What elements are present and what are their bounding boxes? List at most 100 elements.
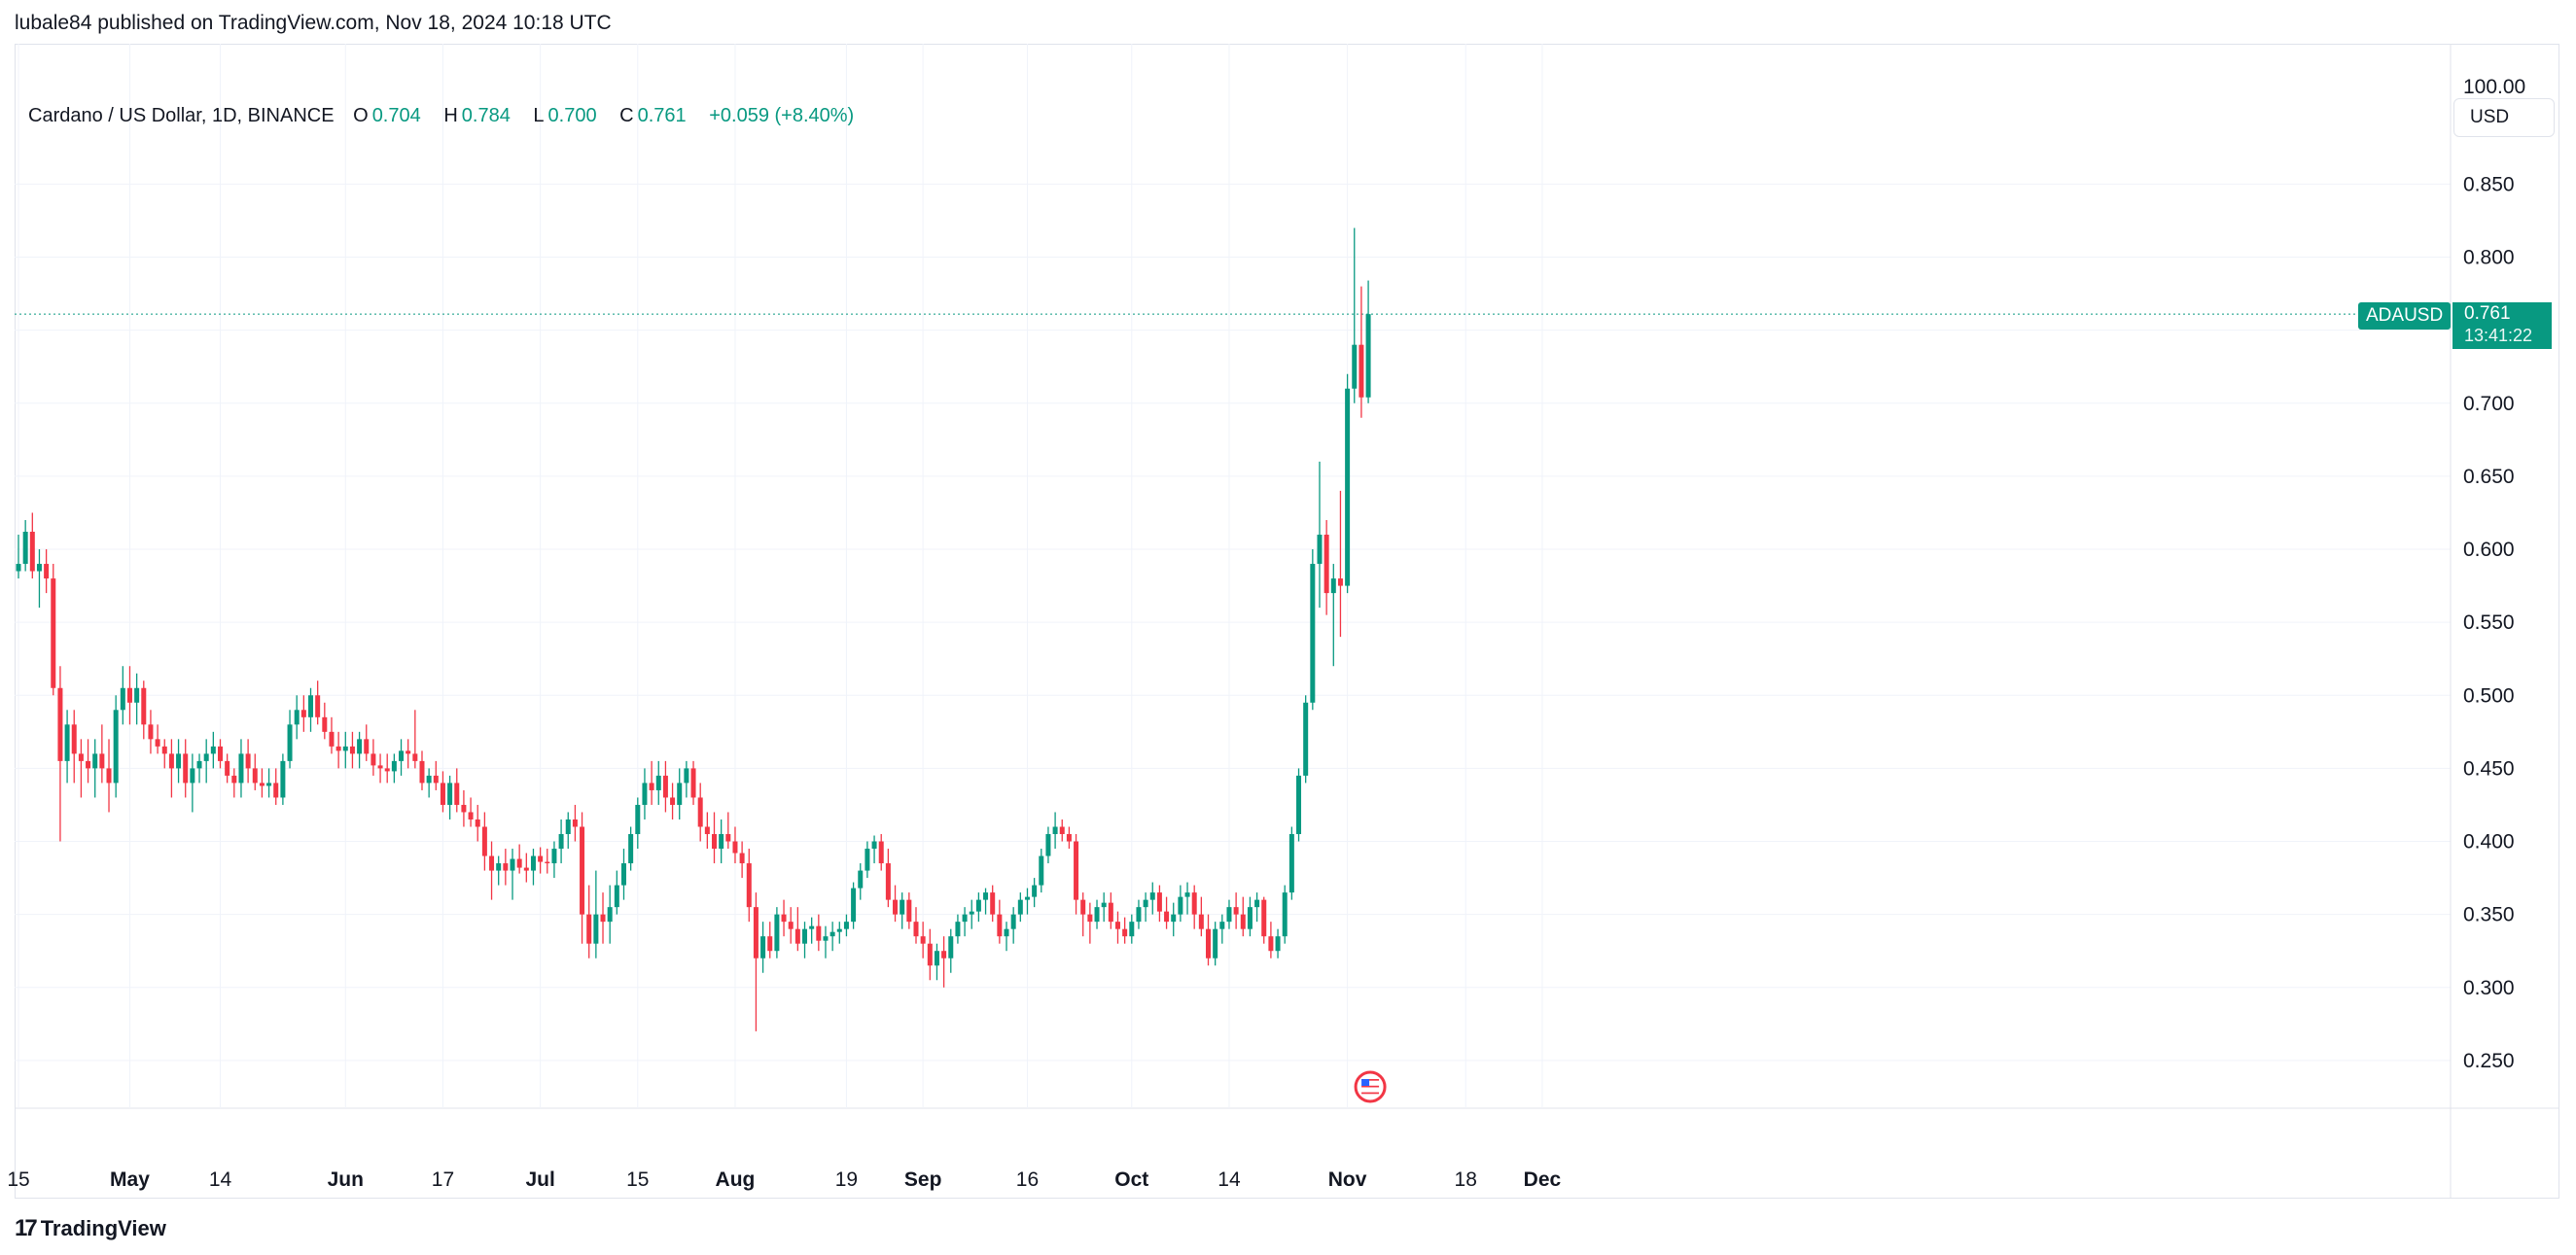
candle-body (1323, 535, 1329, 594)
candle-body (712, 834, 717, 850)
last-price-value: 0.761 (2464, 303, 2511, 324)
candle-body (266, 783, 272, 786)
candle-body (1122, 928, 1128, 937)
candle-body (600, 914, 606, 923)
y-tick-label: 0.600 (2463, 539, 2515, 561)
candle-body (732, 841, 738, 854)
candle-body (1178, 896, 1183, 915)
candle-body (1268, 936, 1274, 952)
y-tick-label: 0.400 (2463, 831, 2515, 854)
candle-body (655, 775, 661, 790)
candle-body (1059, 826, 1065, 835)
candle-body (1254, 899, 1260, 908)
candle-body (134, 687, 140, 703)
candle-body (496, 863, 502, 871)
candle-body (614, 885, 619, 908)
candle-body (774, 914, 780, 952)
y-tick-label: 0.700 (2463, 393, 2515, 415)
candle-body (1010, 914, 1016, 929)
candle-body (607, 907, 613, 923)
candle-body (217, 746, 223, 761)
candle-body (503, 863, 509, 871)
candle-body (753, 907, 759, 959)
legend-title: Cardano / US Dollar, 1D, BINANCE (28, 105, 335, 126)
y-tick-label: 0.350 (2463, 904, 2515, 926)
candle-body (927, 943, 933, 966)
candle-body (120, 687, 125, 711)
bar-countdown: 13:41:22 (2464, 326, 2533, 345)
candle-body (349, 746, 355, 754)
currency-button[interactable]: USD (2453, 98, 2555, 137)
candle-body (210, 746, 216, 754)
candle-body (57, 687, 63, 761)
candle-body (280, 760, 286, 798)
candle-body (586, 914, 592, 944)
candle-body (670, 797, 676, 805)
candle-body (190, 768, 195, 784)
candle-body (203, 753, 209, 761)
candle-body (1171, 914, 1177, 923)
candle-body (1074, 841, 1079, 900)
candle-body (406, 750, 411, 754)
candle-body (78, 753, 84, 761)
tradingview-logo[interactable]: 17 TradingView (15, 1215, 166, 1242)
legend-high-label: H (443, 105, 458, 126)
legend-open-value: 0.704 (371, 105, 421, 126)
candle-body (1219, 922, 1225, 929)
candle-body (719, 834, 724, 850)
candle-body (1226, 907, 1232, 923)
candle-body (1066, 834, 1072, 842)
y-tick-label-top: 100.00 (2463, 76, 2525, 98)
candle-body (816, 925, 822, 941)
x-tick-label: 14 (1217, 1168, 1241, 1191)
legend-high-value: 0.784 (461, 105, 511, 126)
candle-body (426, 775, 432, 784)
candle-body (580, 826, 585, 915)
x-tick-label: Sep (904, 1168, 942, 1191)
candle-body (1191, 892, 1197, 915)
candle-body (955, 922, 961, 937)
candle-body (739, 853, 745, 864)
x-tick-label: May (110, 1168, 150, 1191)
y-tick-label: 0.800 (2463, 247, 2515, 269)
candle-body (684, 768, 689, 784)
x-tick-label: 18 (1455, 1168, 1477, 1191)
candle-body (906, 899, 912, 923)
candle-body (510, 858, 515, 871)
candle-body (558, 834, 564, 850)
candle-body (516, 858, 522, 868)
x-tick-label: Dec (1524, 1168, 1562, 1191)
candle-body (1087, 914, 1093, 923)
candle-body (16, 564, 21, 572)
x-tick-label: 14 (209, 1168, 232, 1191)
candle-body (843, 922, 849, 929)
x-tick-label: 16 (1016, 1168, 1039, 1191)
candle-body (1156, 892, 1162, 912)
candle-body (196, 760, 202, 769)
candle-body (642, 783, 648, 805)
candle-body (64, 724, 70, 761)
candle-body (690, 768, 696, 798)
candle-body (523, 867, 529, 871)
candle-body (141, 687, 147, 725)
candle-body (1039, 855, 1044, 886)
candle-body (851, 888, 857, 923)
y-tick-label: 0.850 (2463, 173, 2515, 195)
candle-body (461, 804, 467, 813)
y-tick-label: 0.650 (2463, 466, 2515, 488)
candle-body (273, 783, 279, 798)
candle-body (677, 783, 683, 805)
candle-body (1136, 907, 1142, 923)
us-flag-icon[interactable] (1354, 1070, 1387, 1103)
candle-body (1261, 899, 1267, 937)
candle-body (781, 914, 787, 923)
candle-body (1108, 902, 1113, 923)
x-tick-label: 15 (626, 1168, 649, 1191)
candle-body (1275, 936, 1281, 952)
candle-body (572, 819, 578, 827)
candle-body (86, 760, 91, 769)
candle-body (1094, 907, 1100, 923)
candle-body (433, 775, 439, 784)
candle-body (920, 936, 926, 944)
